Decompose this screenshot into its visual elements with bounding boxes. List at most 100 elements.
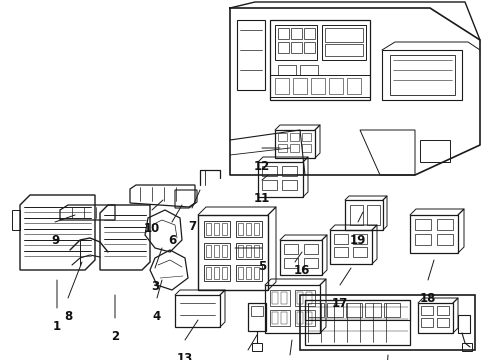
Bar [437, 306, 449, 315]
Bar [214, 267, 219, 279]
Bar [345, 200, 383, 230]
Bar [327, 303, 343, 317]
Bar [252, 343, 262, 351]
Bar [222, 267, 227, 279]
Bar [367, 205, 380, 225]
Bar [204, 221, 230, 237]
Bar [304, 244, 318, 254]
Bar [382, 50, 462, 100]
Bar [254, 245, 259, 257]
Bar [291, 28, 302, 39]
Bar [410, 215, 458, 253]
Bar [248, 303, 266, 331]
Bar [350, 205, 363, 225]
Bar [421, 306, 433, 315]
Text: 11: 11 [254, 192, 270, 205]
Bar [304, 258, 318, 268]
Bar [418, 303, 453, 333]
Bar [198, 215, 268, 290]
Bar [300, 65, 318, 75]
Bar [278, 144, 287, 152]
Text: 16: 16 [294, 264, 310, 277]
Bar [278, 133, 287, 141]
Bar [262, 180, 277, 190]
Bar [238, 245, 243, 257]
Bar [329, 78, 343, 94]
Bar [302, 133, 311, 141]
Bar [284, 244, 298, 254]
Bar [236, 221, 262, 237]
Bar [270, 310, 290, 326]
Bar [390, 55, 455, 95]
Bar [275, 130, 315, 158]
Bar [246, 267, 251, 279]
Bar [275, 78, 289, 94]
Bar [284, 258, 298, 268]
Bar [297, 312, 303, 324]
Bar [330, 230, 372, 264]
Bar [300, 295, 475, 350]
Bar [281, 312, 287, 324]
Bar [420, 140, 450, 162]
Bar [295, 310, 315, 326]
Bar [347, 78, 361, 94]
Text: 6: 6 [168, 234, 176, 247]
Bar [437, 219, 453, 230]
Bar [308, 303, 324, 317]
Bar [295, 290, 315, 306]
Bar [270, 290, 290, 306]
Bar [265, 285, 320, 333]
Bar [346, 303, 362, 317]
Bar [305, 300, 410, 320]
Bar [297, 292, 303, 304]
Bar [251, 306, 263, 316]
Bar [282, 166, 297, 176]
Text: 13: 13 [177, 352, 193, 360]
Text: 18: 18 [420, 292, 436, 305]
Bar [270, 75, 370, 97]
Bar [278, 65, 296, 75]
Bar [304, 28, 315, 39]
Text: 3: 3 [151, 280, 159, 293]
Bar [421, 318, 433, 327]
Bar [238, 223, 243, 235]
Bar [290, 144, 299, 152]
Text: 8: 8 [64, 310, 72, 323]
Bar [214, 223, 219, 235]
Text: 9: 9 [51, 234, 59, 247]
Bar [237, 20, 265, 90]
Bar [304, 42, 315, 53]
Text: 5: 5 [258, 260, 266, 273]
Bar [246, 223, 251, 235]
Bar [282, 180, 297, 190]
Bar [334, 247, 348, 257]
Bar [353, 247, 367, 257]
Bar [254, 223, 259, 235]
Text: 19: 19 [350, 234, 366, 247]
Bar [415, 219, 431, 230]
Bar [311, 78, 325, 94]
Bar [204, 243, 230, 259]
Bar [275, 25, 317, 60]
Bar [236, 243, 262, 259]
Bar [175, 295, 220, 327]
Bar [334, 234, 348, 244]
Bar [306, 292, 312, 304]
Text: 17: 17 [332, 297, 348, 310]
Text: 4: 4 [153, 310, 161, 323]
Bar [206, 223, 211, 235]
Bar [437, 318, 449, 327]
Bar [236, 265, 262, 281]
Bar [302, 144, 311, 152]
Text: 1: 1 [53, 320, 61, 333]
Text: 2: 2 [111, 330, 119, 343]
Bar [258, 162, 303, 197]
Bar [222, 223, 227, 235]
Bar [214, 245, 219, 257]
Bar [325, 44, 363, 56]
Bar [206, 245, 211, 257]
Bar [270, 20, 370, 100]
Bar [280, 240, 322, 275]
Bar [278, 42, 289, 53]
Bar [206, 267, 211, 279]
